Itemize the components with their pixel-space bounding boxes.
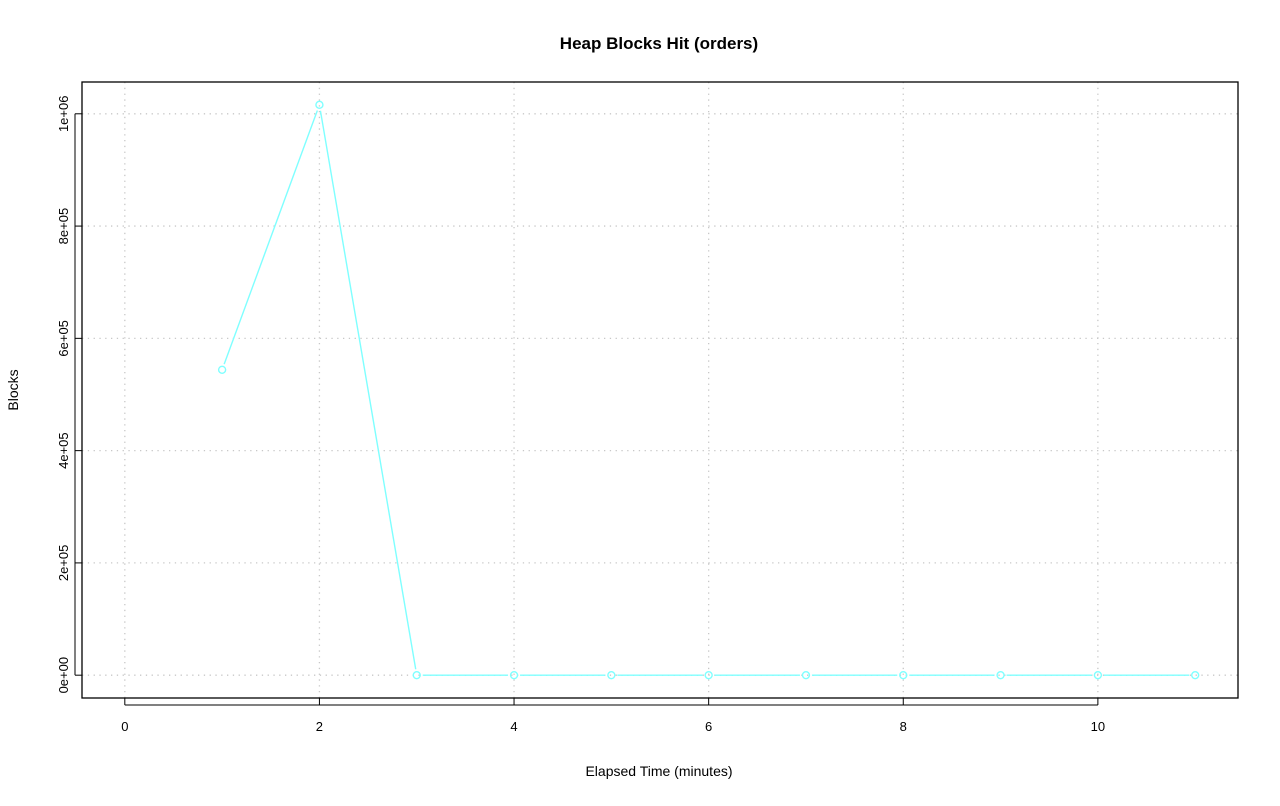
data-point bbox=[801, 670, 811, 680]
y-tick-label: 0e+00 bbox=[56, 657, 71, 694]
y-axis-label: Blocks bbox=[5, 369, 21, 410]
x-tick-label: 10 bbox=[1091, 719, 1105, 734]
data-point bbox=[1190, 670, 1200, 680]
data-point bbox=[607, 670, 616, 680]
y-tick-label: 1e+06 bbox=[56, 96, 71, 133]
x-tick-label: 8 bbox=[900, 719, 907, 734]
x-tick-label: 2 bbox=[316, 719, 323, 734]
x-tick-label: 4 bbox=[510, 719, 517, 734]
y-tick-label: 2e+05 bbox=[56, 545, 71, 582]
chart-title: Heap Blocks Hit (orders) bbox=[560, 34, 758, 53]
data-point bbox=[315, 100, 324, 110]
data-point bbox=[509, 670, 519, 680]
series-segment bbox=[319, 110, 417, 670]
series-segment bbox=[223, 110, 319, 365]
data-point bbox=[704, 670, 713, 680]
y-tick-label: 8e+05 bbox=[56, 208, 71, 245]
y-tick-label: 4e+05 bbox=[56, 432, 71, 469]
data-point bbox=[217, 365, 227, 374]
x-tick-label: 6 bbox=[705, 719, 712, 734]
data-point bbox=[412, 670, 421, 680]
data-point bbox=[996, 670, 1005, 680]
plot-frame bbox=[81, 81, 1239, 699]
x-tick-label: 0 bbox=[121, 719, 128, 734]
data-point bbox=[1093, 670, 1103, 680]
x-axis-label: Elapsed Time (minutes) bbox=[585, 763, 732, 779]
y-tick-label: 6e+05 bbox=[56, 320, 71, 357]
data-point bbox=[899, 670, 908, 680]
